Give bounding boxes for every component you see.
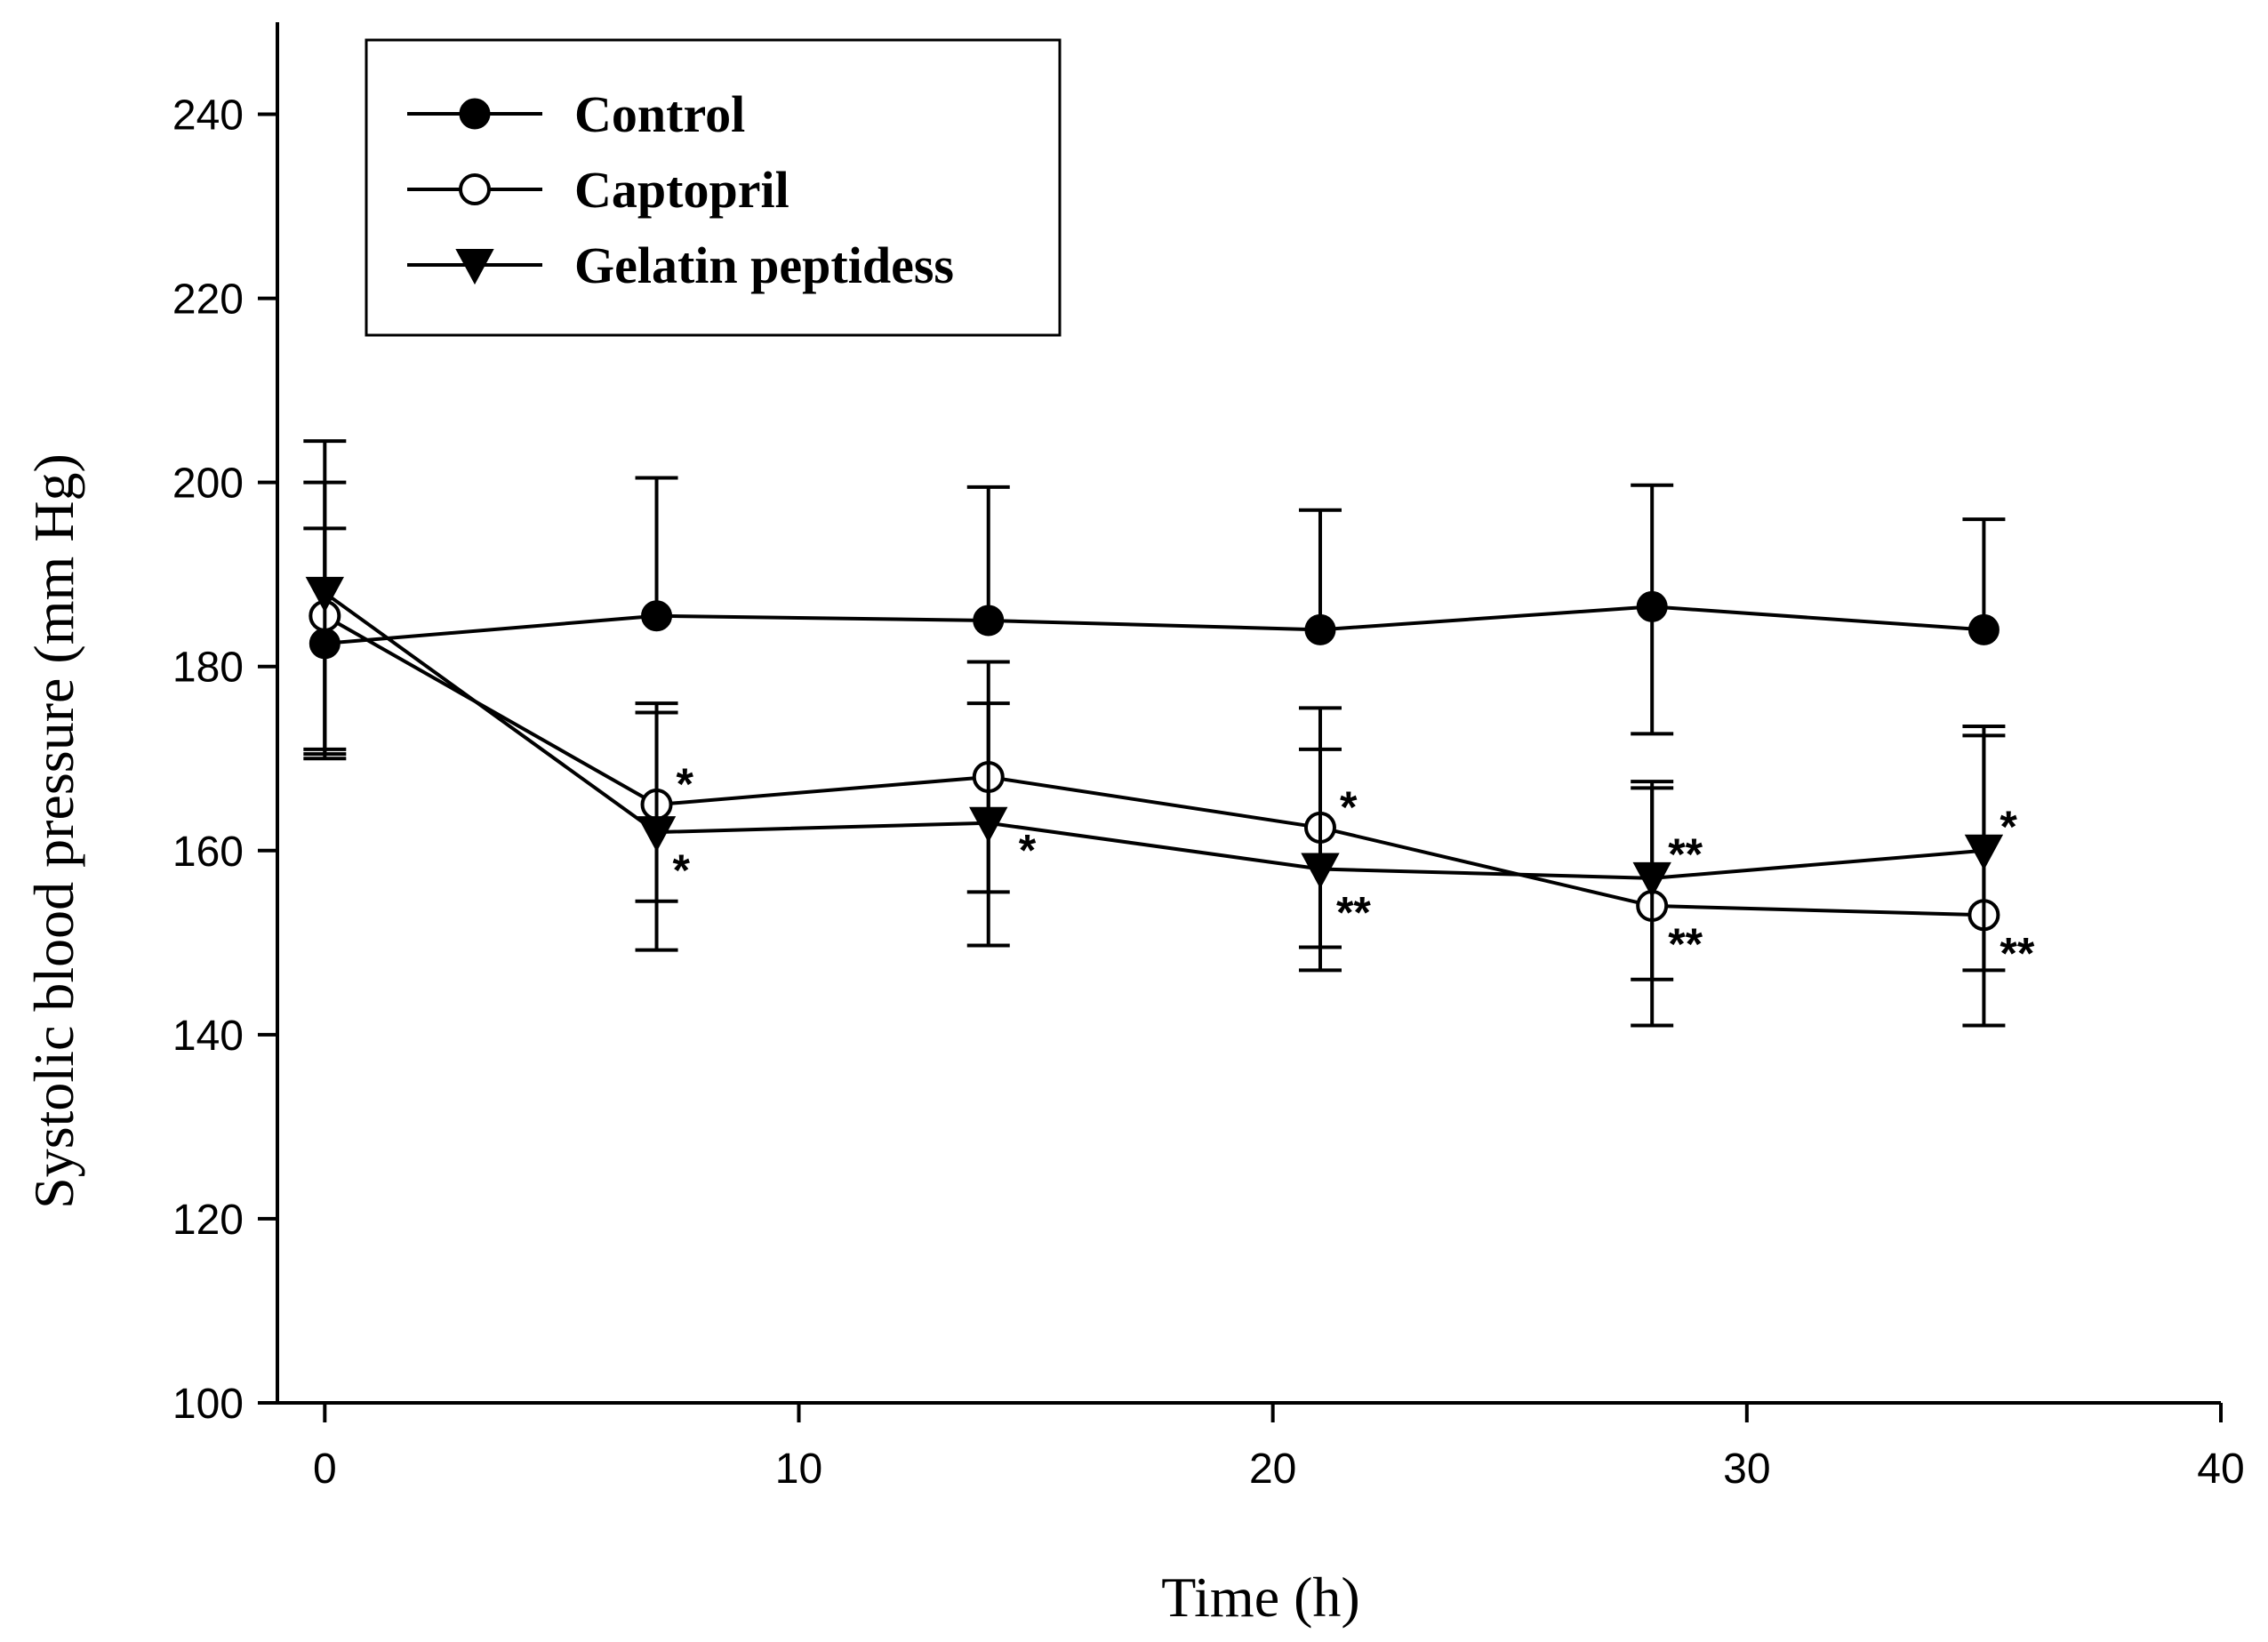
significance-annotation: * xyxy=(673,845,691,895)
data-point xyxy=(1636,590,1668,622)
plot-area: * *** *** ****** xyxy=(303,439,2035,1028)
legend-label: Captopril xyxy=(574,161,789,219)
legend-marker xyxy=(455,249,494,285)
legend-marker xyxy=(459,173,491,205)
legend-label: Control xyxy=(574,85,745,143)
significance-annotation: ** xyxy=(1336,888,1371,938)
y-tick-label: 200 xyxy=(172,461,244,508)
legend-label: Gelatin peptidess xyxy=(574,236,954,294)
data-point xyxy=(305,576,344,613)
legend: Control Captopril Gelatin peptidess xyxy=(365,38,1062,337)
data-point xyxy=(1632,861,1671,898)
x-tick-label: 0 xyxy=(313,1446,337,1493)
x-tick-label: 20 xyxy=(1249,1446,1296,1493)
series-captopril: * *** ** xyxy=(303,526,2035,1028)
data-point xyxy=(641,600,673,632)
y-axis-title: Systolic blood pressure (mm Hg) xyxy=(22,453,85,1209)
series-line xyxy=(324,614,1984,917)
significance-annotation: * xyxy=(1340,782,1358,832)
series-gelatin-peptidess: * ****** xyxy=(303,439,2017,981)
legend-entry: Gelatin peptidess xyxy=(407,236,954,294)
significance-annotation: * xyxy=(2000,802,2017,852)
data-point xyxy=(1967,613,2000,645)
y-tick-label: 140 xyxy=(172,1013,244,1060)
x-tick-label: 10 xyxy=(775,1446,822,1493)
y-tick-label: 220 xyxy=(172,276,244,324)
series-line xyxy=(324,591,1984,880)
data-point xyxy=(1964,834,2004,870)
y-tick-label: 160 xyxy=(172,829,244,876)
significance-annotation: ** xyxy=(1668,829,1703,879)
axes xyxy=(276,22,2221,1405)
data-point xyxy=(1304,613,1336,645)
significance-annotation: * xyxy=(677,759,694,809)
y-tick-label: 240 xyxy=(172,92,244,140)
ticks: 100 120 140 160 180 200 220 240 0 10 20 30 40 xyxy=(172,92,2245,1493)
x-axis-title: Time (h) xyxy=(1161,1566,1359,1629)
data-point xyxy=(637,816,677,853)
series-control xyxy=(303,476,2006,757)
legend-entry: Captopril xyxy=(407,161,789,219)
legend-entry: Control xyxy=(407,85,745,143)
data-point xyxy=(1301,853,1340,889)
legend-marker xyxy=(459,98,491,130)
y-tick-label: 120 xyxy=(172,1197,244,1244)
significance-annotation: ** xyxy=(2000,928,2034,978)
y-tick-label: 100 xyxy=(172,1381,244,1428)
series-line xyxy=(325,605,1984,645)
data-point xyxy=(973,605,1005,637)
significance-annotation: ** xyxy=(1668,919,1703,969)
x-tick-label: 40 xyxy=(2197,1446,2244,1493)
y-tick-label: 180 xyxy=(172,645,244,692)
data-point xyxy=(969,806,1008,843)
significance-annotation: * xyxy=(1019,826,1037,876)
x-tick-label: 30 xyxy=(1723,1446,1770,1493)
